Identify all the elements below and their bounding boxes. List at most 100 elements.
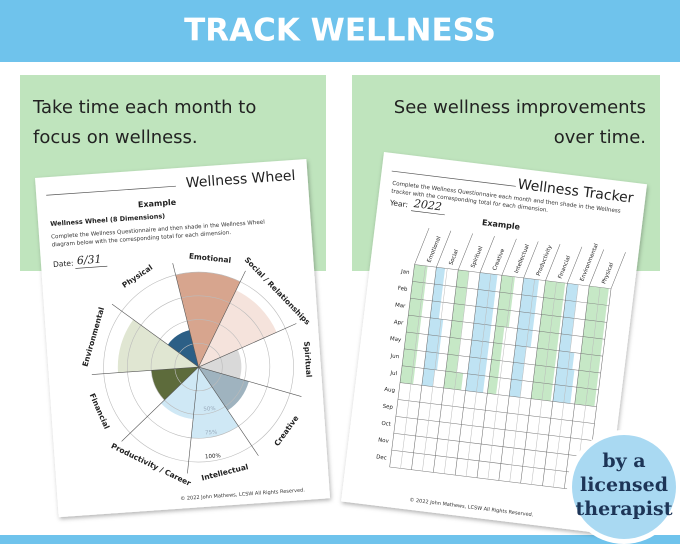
caption-line: Take time each month to: [32, 97, 256, 118]
tracker-col-line: [509, 279, 535, 482]
wheel-wedge: [151, 367, 199, 401]
tracker-fill: [557, 350, 575, 370]
tracker-col-line: [389, 264, 415, 468]
header-slant: [610, 252, 626, 289]
tracker-fill: [456, 269, 470, 289]
caption-line: over time.: [554, 127, 646, 148]
date: 6/31: [76, 253, 102, 268]
left-caption: Take time each month to focus on wellness…: [32, 97, 256, 148]
column-label: Social: [448, 248, 460, 266]
tracker-fill: [554, 367, 575, 387]
tracker-fill: [475, 289, 496, 309]
tracker-fill: [552, 384, 573, 404]
header-slant: [567, 246, 583, 284]
tracker-fill: [465, 373, 486, 393]
tracker-fill: [473, 306, 494, 326]
tracker-fill: [543, 280, 566, 300]
tracker-fill: [565, 283, 579, 302]
tracker-fill: [447, 337, 461, 356]
header-slant: [501, 238, 517, 276]
month-label: Nov: [378, 437, 390, 444]
month-label: Sep: [382, 404, 394, 411]
tracker-col-line: [564, 285, 590, 489]
tracker-fill: [515, 328, 533, 348]
tracker-col-line: [411, 267, 437, 470]
tracker-fill: [559, 333, 573, 353]
tracker-fill: [517, 311, 535, 331]
wheel-spoke: [187, 367, 199, 474]
tracker-fill: [449, 320, 463, 339]
wheel-spoke: [91, 366, 199, 375]
month-label: Jul: [389, 370, 398, 377]
tracker-fill: [535, 348, 557, 368]
right-caption: See wellness improvements over time.: [394, 97, 646, 148]
tracker-fill: [454, 286, 468, 306]
tracker-col-line: [400, 265, 426, 469]
tracker-fill: [471, 323, 492, 343]
tracker-fill: [561, 317, 575, 336]
tracker-col-line: [422, 268, 448, 472]
tracker-col-line: [454, 272, 481, 476]
tracker-col-line: [476, 275, 503, 478]
header-slant: [545, 244, 561, 281]
tracker-fill: [578, 353, 601, 373]
year-label: Year:: [388, 198, 408, 209]
wheel-wedge: [161, 367, 199, 420]
wheel-wedge: [117, 319, 199, 373]
tracker-fill: [531, 381, 553, 402]
header-slant: [436, 230, 452, 268]
badge-line: therapist: [576, 498, 673, 520]
dimension-label: Spiritual: [302, 341, 314, 378]
tracker-fill: [537, 331, 559, 351]
tracker-fill: [533, 365, 555, 385]
header-slant: [523, 241, 539, 279]
month-label: Jun: [389, 353, 400, 360]
tracker-fill: [489, 359, 501, 378]
month-label: Aug: [384, 387, 395, 394]
badge-circle: [572, 435, 676, 539]
month-label: Oct: [381, 421, 392, 428]
wheel-wedge: [175, 272, 241, 368]
sheet-title: Wellness Wheel: [185, 168, 296, 192]
month-label: Apr: [393, 319, 404, 326]
wheel-spoke: [198, 270, 246, 368]
tracker-col-line: [520, 280, 546, 484]
caption-line: focus on wellness.: [33, 127, 198, 148]
tracker-fill: [563, 300, 577, 319]
wheel-spoke: [198, 366, 302, 397]
tracker-fill: [477, 272, 498, 292]
tracker-col-line: [542, 283, 568, 486]
header-slant: [479, 236, 495, 273]
tracker-fill: [493, 325, 505, 344]
tracker-fill: [443, 371, 464, 391]
tracker-fill: [539, 314, 562, 334]
header-title: TRACK WELLNESS: [184, 13, 496, 49]
wheel-spoke: [198, 366, 259, 456]
tracker-fill: [487, 376, 499, 395]
tracker-fill: [467, 356, 488, 376]
wheel-wedge: [198, 290, 277, 368]
month-label: Jan: [400, 269, 411, 276]
tracker-fill: [421, 368, 435, 387]
tracker-fill: [580, 336, 603, 356]
header-slant: [457, 233, 473, 271]
wheel-sheet: Wellness Wheel Example Wellness Wheel (8…: [35, 159, 331, 518]
tracker-fill: [574, 387, 597, 407]
year: 2022: [412, 197, 442, 213]
header-slant: [414, 227, 430, 265]
tracker-sheet: Wellness Tracker Complete the Wellness Q…: [341, 151, 648, 534]
ring-label: 75%: [205, 430, 218, 437]
sheet-subtitle: Example: [138, 198, 177, 210]
tracker-col-line: [443, 271, 470, 474]
tracker-fill: [445, 354, 459, 373]
caption-line: See wellness improvements: [394, 97, 646, 118]
tracker-fill: [432, 284, 444, 303]
month-label: Mar: [395, 303, 407, 310]
badge-line: by a: [602, 450, 645, 472]
tracker-fill: [451, 303, 465, 322]
tracker-fill: [519, 294, 537, 314]
header-band: [0, 0, 680, 62]
ring-label: 100%: [205, 453, 221, 460]
